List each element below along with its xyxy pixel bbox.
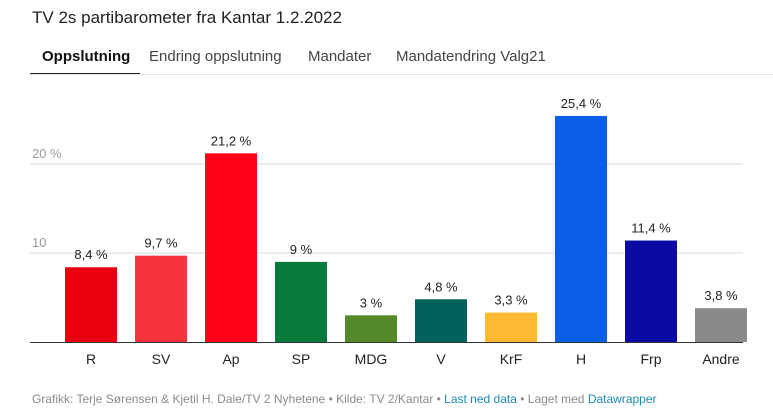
bar-r (65, 267, 117, 342)
tab-endring-oppslutning[interactable]: Endring oppslutning (149, 48, 282, 65)
x-tick-label: V (436, 351, 446, 367)
x-tick-label: SP (292, 351, 311, 367)
data-label: 9,7 % (144, 236, 178, 251)
bar-sv (135, 255, 187, 342)
data-label: 25,4 % (561, 96, 602, 111)
footer: Grafikk: Terje Sørensen & Kjetil H. Dale… (32, 392, 657, 406)
chart-title: TV 2s partibarometer fra Kantar 1.2.2022 (32, 8, 342, 27)
bar-frp (625, 240, 677, 342)
bar-ap (205, 153, 257, 342)
data-label: 8,4 % (74, 247, 108, 262)
x-tick-label: Ap (222, 351, 239, 367)
x-tick-label: SV (152, 351, 171, 367)
x-tick-label: KrF (500, 351, 523, 367)
data-label: 21,2 % (211, 133, 252, 148)
x-tick-label: MDG (355, 351, 388, 367)
data-label: 3 % (360, 295, 383, 310)
download-data-link[interactable]: Last ned data (444, 392, 517, 406)
bar-h (555, 115, 607, 342)
tab-oppslutning[interactable]: Oppslutning (42, 48, 131, 65)
datawrapper-link[interactable]: Datawrapper (587, 392, 657, 406)
data-label: 3,3 % (494, 293, 528, 308)
x-tick-label: Frp (641, 351, 662, 367)
x-tick-label: R (86, 351, 96, 367)
tab-bar: Oppslutning Endring oppslutning Mandater… (30, 45, 773, 75)
bar-mdg (345, 315, 397, 342)
x-tick-label: H (576, 351, 586, 367)
tab-mandatendring-valg21[interactable]: Mandatendring Valg21 (396, 48, 546, 65)
data-label: 9 % (290, 242, 313, 257)
bar-andre (695, 308, 747, 342)
x-tick-label: Andre (702, 351, 740, 367)
footer-credits: Grafikk: Terje Sørensen & Kjetil H. Dale… (32, 392, 441, 406)
tab-mandater[interactable]: Mandater (308, 48, 372, 65)
tabs-divider (30, 74, 773, 75)
bar-krf (485, 312, 537, 342)
y-tick-label: 10 (32, 235, 46, 250)
bar-v (415, 299, 467, 342)
data-label: 3,8 % (704, 288, 738, 303)
data-label: 11,4 % (631, 221, 671, 236)
footer-made-with: • Laget med (520, 392, 585, 406)
y-tick-label: 20 % (32, 146, 62, 161)
bar-chart: 20 % 10 8,4 % R 9,7 % SV 21,2 % Ap 9 % SP 3 % MDG 4,… (30, 96, 747, 367)
data-label: 4,8 % (424, 279, 458, 294)
bar-sp (275, 261, 327, 342)
